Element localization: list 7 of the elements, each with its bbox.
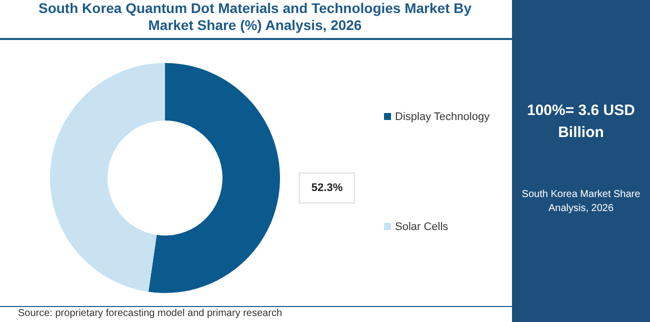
text: 100%= 3.6 USD Billion bbox=[526, 101, 636, 143]
source-note: Source: proprietary forecasting model and primary research bbox=[18, 308, 282, 319]
data-label: 52.3% bbox=[311, 182, 343, 194]
legend-label: Display Technology bbox=[395, 110, 490, 124]
chart-title: South Korea Quantum Dot Materials and Technologies Market By Market Share (%) Analysis, 2026 bbox=[38, 0, 472, 33]
text: South Korea Market Share Analysis, 2026 bbox=[520, 188, 642, 216]
legend-label: Solar Cells bbox=[395, 220, 448, 234]
